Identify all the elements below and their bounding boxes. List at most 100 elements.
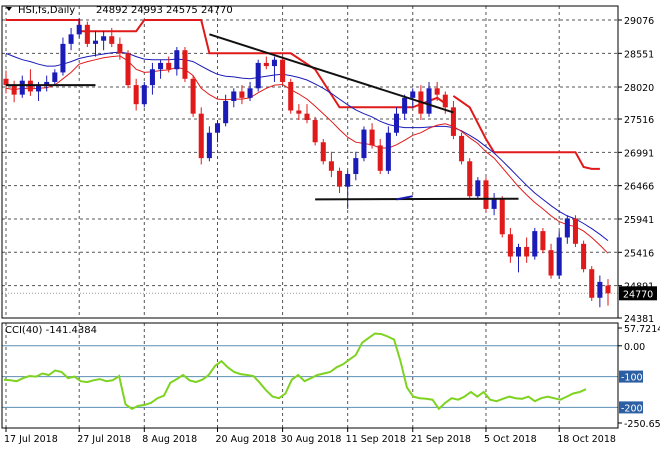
candle-body bbox=[320, 142, 326, 162]
ema-slow-line bbox=[5, 51, 609, 241]
candle-body bbox=[214, 123, 221, 133]
candle-body bbox=[507, 234, 513, 257]
candle-body bbox=[467, 161, 473, 197]
candle-body bbox=[141, 85, 147, 105]
candle-body bbox=[337, 170, 343, 187]
candle-body bbox=[361, 129, 367, 159]
y-tick-label: 25416 bbox=[624, 248, 654, 259]
candle-body bbox=[442, 94, 448, 108]
candle-body bbox=[84, 24, 90, 44]
candle-body bbox=[491, 199, 497, 209]
candle-body bbox=[182, 50, 188, 79]
x-tick-label: 21 Sep 2018 bbox=[411, 434, 471, 445]
candle-body bbox=[434, 88, 440, 95]
ema-fast-line bbox=[5, 55, 609, 254]
candle-body bbox=[68, 34, 74, 44]
cci-tick-label: 0.00 bbox=[624, 342, 645, 353]
trendline bbox=[396, 195, 413, 201]
candle-body bbox=[117, 43, 123, 54]
cci-pane-frame bbox=[1, 322, 619, 429]
y-tick-label: 26991 bbox=[624, 148, 654, 159]
y-tick-label: 27516 bbox=[624, 115, 654, 126]
candle-body bbox=[589, 269, 595, 298]
candle-body bbox=[532, 231, 538, 257]
candle-body bbox=[60, 43, 66, 73]
candle-body bbox=[247, 88, 253, 98]
x-tick-label: 11 Sep 2018 bbox=[346, 434, 406, 445]
candle-body bbox=[524, 246, 530, 257]
candle-body bbox=[44, 81, 50, 86]
candle-body bbox=[556, 237, 562, 276]
y-tick-label: 29076 bbox=[624, 16, 654, 27]
last-price-box bbox=[619, 286, 657, 301]
candle-body bbox=[328, 161, 334, 171]
candle-body bbox=[239, 91, 245, 98]
x-tick-label: 5 Oct 2018 bbox=[484, 434, 537, 445]
candle-body bbox=[377, 145, 383, 171]
candle-body bbox=[223, 100, 229, 124]
candle-body bbox=[149, 69, 155, 86]
chart-header-ohlc: 24892 24993 24575 24770 bbox=[96, 5, 233, 16]
trendline bbox=[209, 33, 454, 114]
candle-body bbox=[271, 59, 277, 67]
candle-body bbox=[174, 50, 180, 70]
trendline bbox=[315, 197, 519, 201]
candle-body bbox=[206, 132, 212, 159]
cci-line bbox=[3, 332, 587, 411]
candle-body bbox=[11, 85, 17, 95]
x-tick-label: 30 Aug 2018 bbox=[281, 434, 342, 445]
cci-tick-label: -200 bbox=[621, 403, 643, 414]
candle-body bbox=[450, 107, 456, 136]
cci-tick-label: -100 bbox=[621, 373, 643, 384]
candle-body bbox=[36, 85, 42, 92]
candle-body bbox=[459, 135, 465, 162]
candle-body bbox=[198, 113, 204, 159]
candle-body bbox=[255, 62, 261, 89]
candle-body bbox=[304, 113, 310, 121]
cci-tick-label: 57.7214 bbox=[624, 324, 660, 335]
x-tick-label: 20 Aug 2018 bbox=[216, 434, 277, 445]
candle-body bbox=[393, 113, 400, 133]
y-tick-label: 26466 bbox=[624, 182, 654, 193]
candle-body bbox=[475, 180, 481, 197]
cci-tick-label: -250.650 bbox=[624, 419, 660, 430]
x-tick-label: 18 Oct 2018 bbox=[557, 434, 616, 445]
collapse-triangle-icon[interactable] bbox=[6, 7, 12, 11]
candle-body bbox=[92, 40, 99, 44]
x-tick-label: 27 Jul 2018 bbox=[77, 434, 131, 445]
candle-body bbox=[410, 91, 416, 98]
candle-body bbox=[515, 246, 522, 257]
candle-body bbox=[158, 62, 164, 70]
candle-body bbox=[76, 24, 82, 35]
candle-body bbox=[581, 243, 587, 270]
candle-body bbox=[288, 81, 294, 111]
candle-body bbox=[564, 218, 570, 238]
candle-body bbox=[369, 129, 375, 146]
candle-body bbox=[483, 180, 489, 209]
candle-body bbox=[540, 231, 546, 251]
candle-body bbox=[280, 59, 286, 82]
candle-body bbox=[499, 199, 505, 235]
candle-body bbox=[133, 85, 139, 105]
candle-body bbox=[426, 88, 432, 114]
candle-body bbox=[109, 36, 115, 44]
y-tick-label: 28551 bbox=[624, 49, 654, 60]
last-price-label: 24770 bbox=[623, 289, 653, 300]
candle-body bbox=[605, 285, 611, 294]
candle-body bbox=[312, 120, 318, 143]
y-tick-label: 28020 bbox=[624, 83, 654, 94]
candle-body bbox=[353, 158, 359, 174]
candle-body bbox=[52, 72, 58, 82]
candle-body bbox=[19, 80, 25, 95]
y-tick-label: 24381 bbox=[624, 314, 654, 325]
x-tick-label: 17 Jul 2018 bbox=[4, 434, 58, 445]
candle-body bbox=[3, 78, 9, 86]
candle-body bbox=[572, 218, 578, 244]
candle-body bbox=[231, 91, 237, 101]
candle-body bbox=[125, 53, 131, 86]
cci-label: CCI(40) -141.4384 bbox=[5, 325, 97, 336]
candle-body bbox=[190, 78, 196, 114]
